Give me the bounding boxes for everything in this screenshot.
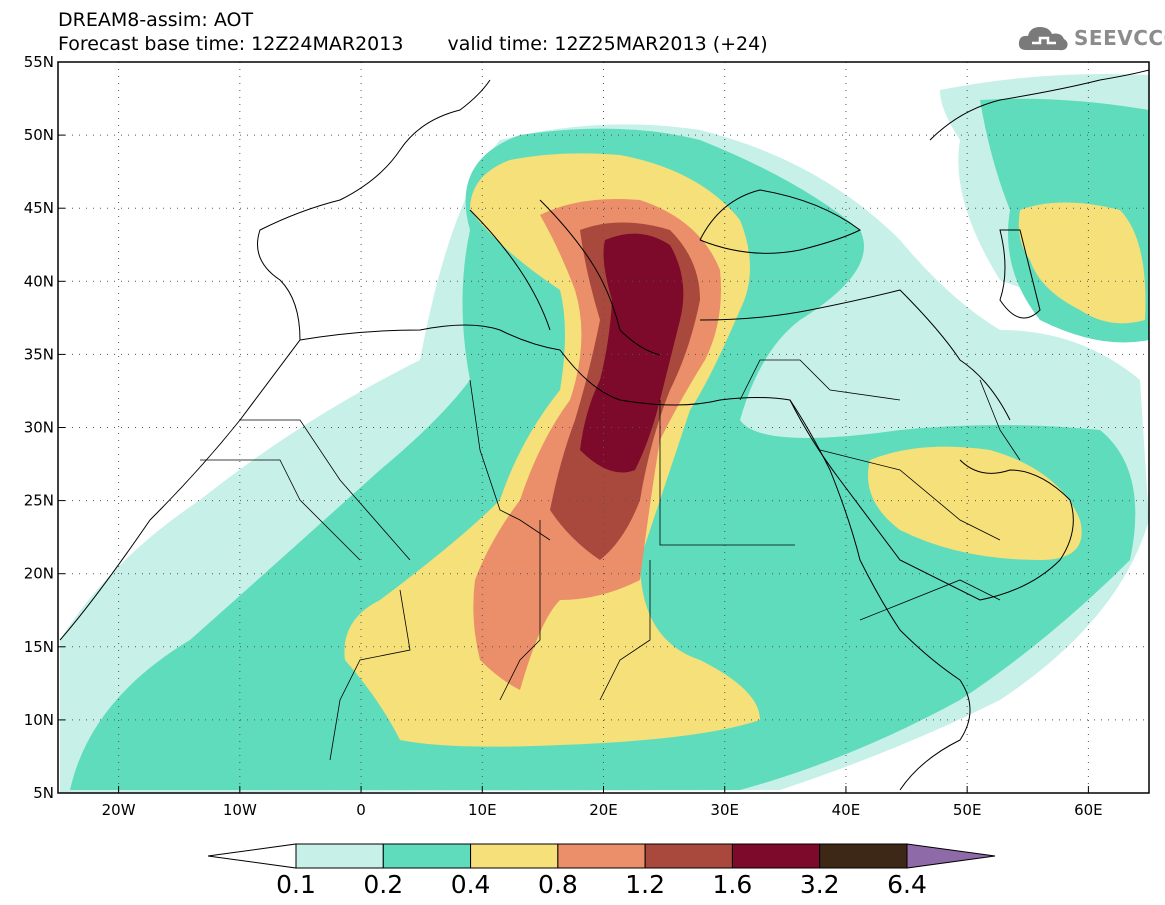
lat-tick-label: 15N	[24, 638, 54, 656]
lat-tick-label: 10N	[24, 711, 54, 729]
base-time-label: Forecast base time: 12Z24MAR2013	[58, 33, 404, 55]
seevccc-logo: SEEVCCC	[1018, 22, 1165, 54]
lon-tick-label: 40E	[832, 801, 861, 819]
lat-tick-label: 25N	[24, 492, 54, 510]
map-title: DREAM8-assim: AOT	[58, 9, 254, 31]
longitude-labels: 20W 10W 0 10E 20E 30E 40E 50E 60E	[102, 786, 1103, 819]
aot-contour-0.4-caspian	[1018, 202, 1146, 324]
aot-field	[58, 62, 1149, 793]
colorbar-swatch	[557, 843, 646, 869]
aot-contour-1.6	[580, 233, 684, 473]
logo-text: SEEVCCC	[1074, 26, 1165, 50]
lat-tick-label: 40N	[24, 272, 54, 290]
colorbar-swatch	[295, 843, 384, 869]
lon-tick-label: 20W	[102, 801, 136, 819]
colorbar	[207, 843, 996, 869]
lat-tick-label: 50N	[24, 126, 54, 144]
coastlines	[59, 69, 1150, 791]
lon-tick-label: 30E	[710, 801, 739, 819]
lat-tick-label: 35N	[24, 345, 54, 363]
lon-tick-label: 10E	[468, 801, 497, 819]
colorbar-swatch	[644, 843, 733, 869]
time-info: Forecast base time: 12Z24MAR2013 valid ti…	[58, 34, 768, 54]
colorbar-label: 0.1	[276, 870, 316, 899]
lon-tick-label: 50E	[953, 801, 982, 819]
colorbar-label: 1.2	[625, 870, 665, 899]
graticule	[58, 62, 1149, 793]
colorbar-label: 0.8	[538, 870, 578, 899]
colorbar-lower-arrow	[207, 843, 297, 869]
colorbar-swatch	[731, 843, 821, 869]
colorbar-label: 3.2	[800, 870, 840, 899]
lon-tick-label: 0	[356, 801, 366, 819]
lat-tick-label: 45N	[24, 199, 54, 217]
lon-tick-label: 20E	[589, 801, 618, 819]
colorbar-upper-arrow	[906, 843, 996, 869]
colorbar-labels: 0.1 0.2 0.4 0.8 1.2 1.6 3.2 6.4	[276, 870, 927, 899]
colorbar-label: 1.6	[713, 870, 753, 899]
lat-tick-label: 20N	[24, 565, 54, 583]
lon-tick-label: 10W	[223, 801, 257, 819]
colorbar-swatch	[470, 843, 559, 869]
colorbar-label: 0.2	[363, 870, 403, 899]
colorbar-label: 6.4	[887, 870, 927, 899]
aot-contour-0.4-arabia	[868, 446, 1082, 560]
lon-tick-label: 60E	[1074, 801, 1103, 819]
colorbar-swatch	[819, 843, 908, 869]
lat-tick-label: 30N	[24, 419, 54, 437]
colorbar-label: 0.4	[451, 870, 491, 899]
valid-time-label: valid time: 12Z25MAR2013 (+24)	[447, 33, 768, 55]
cloud-icon	[1018, 27, 1068, 51]
latitude-labels: 55N 50N 45N 40N 35N 30N 25N 20N 15N 10N 5N	[24, 53, 65, 802]
lat-tick-label: 55N	[24, 53, 54, 71]
colorbar-swatch	[382, 843, 472, 869]
borders	[200, 359, 1021, 761]
lat-tick-label: 5N	[33, 784, 54, 802]
